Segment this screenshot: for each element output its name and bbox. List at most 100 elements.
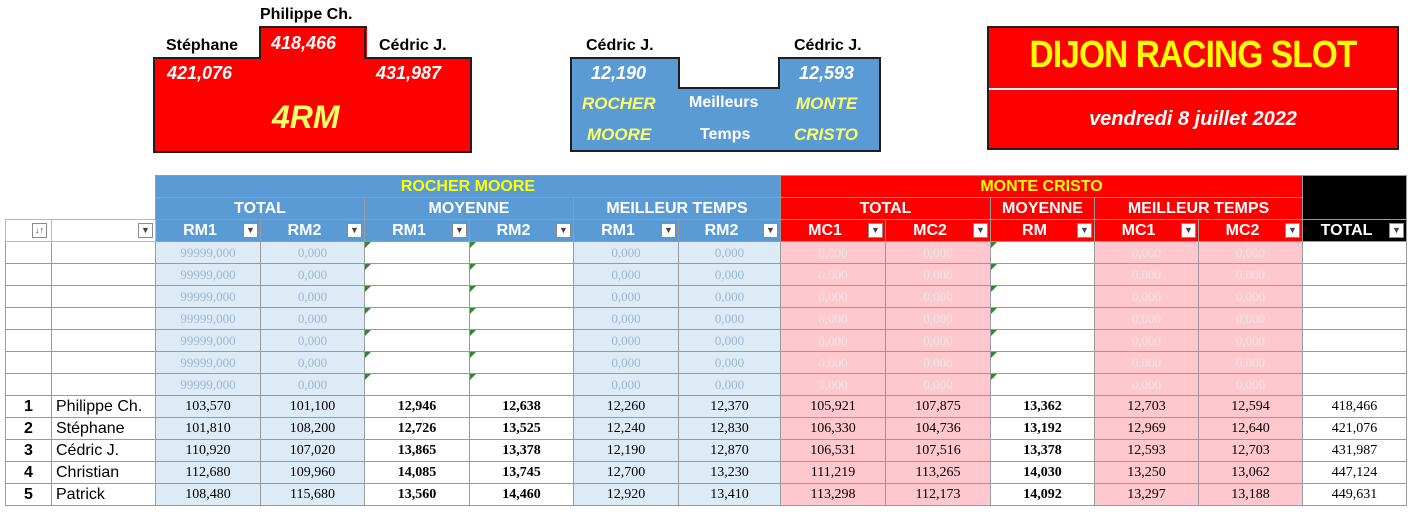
- table-cell[interactable]: [990, 285, 1095, 308]
- table-cell[interactable]: 0,000: [780, 351, 886, 374]
- table-cell[interactable]: [469, 285, 574, 308]
- value-cell[interactable]: 13,525: [469, 417, 574, 440]
- table-cell[interactable]: [5, 241, 52, 264]
- table-cell[interactable]: 0,000: [260, 351, 365, 374]
- table-cell[interactable]: 0,000: [885, 351, 991, 374]
- value-cell[interactable]: 12,260: [573, 395, 679, 418]
- table-cell[interactable]: 0,000: [573, 241, 679, 264]
- value-cell[interactable]: 111,219: [780, 461, 886, 484]
- filter-dropdown-icon[interactable]: ▼: [347, 223, 362, 238]
- col-header-rm2-moyenne[interactable]: RM2 ▼: [469, 219, 574, 242]
- value-cell[interactable]: 12,870: [678, 439, 781, 462]
- table-cell[interactable]: 0,000: [780, 307, 886, 330]
- table-cell[interactable]: [364, 285, 470, 308]
- table-cell[interactable]: 0,000: [885, 373, 991, 396]
- col-header-mc1-total[interactable]: MC1 ▼: [780, 219, 886, 242]
- value-cell[interactable]: 418,466: [1302, 395, 1407, 418]
- value-cell[interactable]: 12,946: [364, 395, 470, 418]
- table-cell[interactable]: 99999,000: [155, 373, 261, 396]
- table-cell[interactable]: [364, 329, 470, 352]
- value-cell[interactable]: 112,680: [155, 461, 261, 484]
- table-cell[interactable]: 0,000: [260, 307, 365, 330]
- driver-name-cell[interactable]: Christian: [51, 461, 156, 484]
- table-cell[interactable]: 0,000: [780, 373, 886, 396]
- value-cell[interactable]: 113,298: [780, 483, 886, 506]
- table-cell[interactable]: 0,000: [1198, 329, 1303, 352]
- table-row[interactable]: 3 Cédric J. 110,920 107,020 13,865 13,378 12,1…: [5, 439, 1407, 462]
- value-cell[interactable]: 113,265: [885, 461, 991, 484]
- filter-dropdown-icon[interactable]: ▼: [763, 223, 778, 238]
- table-cell[interactable]: 0,000: [885, 263, 991, 286]
- table-cell[interactable]: 0,000: [678, 263, 781, 286]
- table-cell[interactable]: [51, 241, 156, 264]
- filter-dropdown-icon[interactable]: ▼: [138, 223, 153, 238]
- table-cell[interactable]: [469, 263, 574, 286]
- table-cell[interactable]: [5, 351, 52, 374]
- col-header-mc2-total[interactable]: MC2 ▼: [885, 219, 991, 242]
- table-cell[interactable]: [364, 351, 470, 374]
- value-cell[interactable]: 12,638: [469, 395, 574, 418]
- driver-name-cell[interactable]: Stéphane: [51, 417, 156, 440]
- value-cell[interactable]: 13,230: [678, 461, 781, 484]
- value-cell[interactable]: 14,092: [990, 483, 1095, 506]
- name-header[interactable]: ▼: [51, 219, 156, 242]
- table-cell[interactable]: 0,000: [780, 263, 886, 286]
- driver-name-cell[interactable]: Philippe Ch.: [51, 395, 156, 418]
- table-cell[interactable]: [51, 307, 156, 330]
- value-cell[interactable]: 101,100: [260, 395, 365, 418]
- value-cell[interactable]: 12,240: [573, 417, 679, 440]
- value-cell[interactable]: 103,570: [155, 395, 261, 418]
- table-cell[interactable]: [5, 307, 52, 330]
- table-cell[interactable]: [990, 351, 1095, 374]
- value-cell[interactable]: 13,362: [990, 395, 1095, 418]
- value-cell[interactable]: 447,124: [1302, 461, 1407, 484]
- table-cell[interactable]: 99999,000: [155, 329, 261, 352]
- driver-name-cell[interactable]: Cédric J.: [51, 439, 156, 462]
- table-row[interactable]: 2 Stéphane 101,810 108,200 12,726 13,525 12,24…: [5, 417, 1407, 440]
- rank-cell[interactable]: 4: [5, 461, 52, 484]
- table-cell[interactable]: [990, 307, 1095, 330]
- table-cell[interactable]: [51, 285, 156, 308]
- filter-dropdown-icon[interactable]: ▼: [973, 223, 988, 238]
- table-cell[interactable]: [1302, 307, 1407, 330]
- table-cell[interactable]: [990, 373, 1095, 396]
- table-cell[interactable]: 0,000: [573, 373, 679, 396]
- col-header-rm2-total[interactable]: RM2 ▼: [260, 219, 365, 242]
- table-cell[interactable]: 0,000: [1094, 285, 1199, 308]
- table-cell[interactable]: 0,000: [885, 285, 991, 308]
- table-cell[interactable]: 0,000: [573, 351, 679, 374]
- table-cell[interactable]: [990, 263, 1095, 286]
- value-cell[interactable]: 12,640: [1198, 417, 1303, 440]
- table-cell[interactable]: 0,000: [1198, 351, 1303, 374]
- table-cell[interactable]: 0,000: [1198, 241, 1303, 264]
- rank-cell[interactable]: 1: [5, 395, 52, 418]
- value-cell[interactable]: 112,173: [885, 483, 991, 506]
- filter-dropdown-icon[interactable]: ▼: [1077, 223, 1092, 238]
- table-row[interactable]: 4 Christian 112,680 109,960 14,085 13,745 12,7…: [5, 461, 1407, 484]
- table-cell[interactable]: 0,000: [885, 329, 991, 352]
- rank-cell[interactable]: 3: [5, 439, 52, 462]
- table-cell[interactable]: 0,000: [678, 307, 781, 330]
- table-cell[interactable]: [5, 329, 52, 352]
- table-cell[interactable]: [1302, 241, 1407, 264]
- value-cell[interactable]: 13,188: [1198, 483, 1303, 506]
- table-cell[interactable]: 0,000: [260, 241, 365, 264]
- col-header-total[interactable]: TOTAL ▼: [1302, 219, 1407, 242]
- value-cell[interactable]: 107,875: [885, 395, 991, 418]
- value-cell[interactable]: 101,810: [155, 417, 261, 440]
- filter-dropdown-icon[interactable]: ▼: [1389, 223, 1404, 238]
- table-cell[interactable]: [469, 329, 574, 352]
- value-cell[interactable]: 13,745: [469, 461, 574, 484]
- table-cell[interactable]: [5, 373, 52, 396]
- value-cell[interactable]: 105,921: [780, 395, 886, 418]
- table-cell[interactable]: 0,000: [1198, 373, 1303, 396]
- col-header-rm2-best[interactable]: RM2 ▼: [678, 219, 781, 242]
- value-cell[interactable]: 104,736: [885, 417, 991, 440]
- value-cell[interactable]: 13,250: [1094, 461, 1199, 484]
- value-cell[interactable]: 431,987: [1302, 439, 1407, 462]
- col-header-mc2-best[interactable]: MC2 ▼: [1198, 219, 1303, 242]
- table-cell[interactable]: [364, 241, 470, 264]
- table-cell[interactable]: [1302, 351, 1407, 374]
- table-cell[interactable]: [990, 329, 1095, 352]
- table-cell[interactable]: 0,000: [678, 241, 781, 264]
